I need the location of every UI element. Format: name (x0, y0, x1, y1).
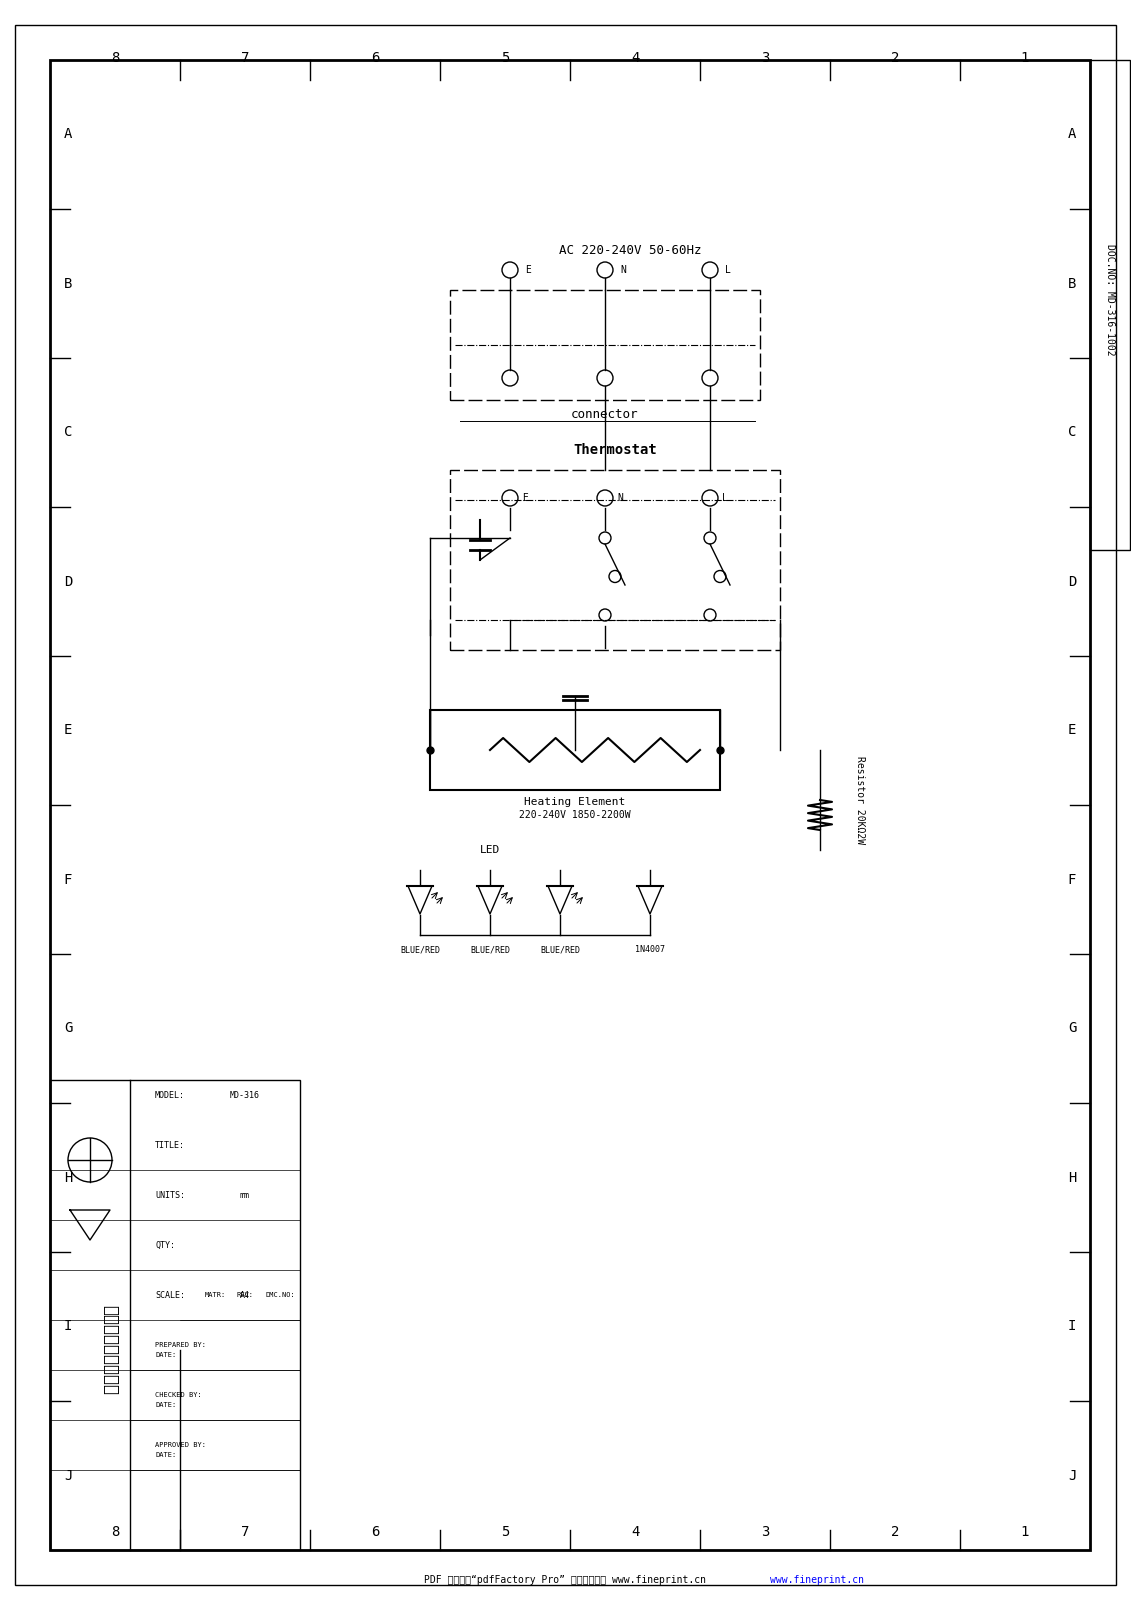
Text: H: H (1068, 1171, 1077, 1184)
Text: N: N (618, 493, 623, 502)
Text: 5: 5 (501, 51, 509, 66)
Text: E: E (525, 266, 530, 275)
Bar (430, 710, 720, 790)
Text: D: D (1068, 574, 1077, 589)
Text: AC 220-240V 50-60Hz: AC 220-240V 50-60Hz (559, 243, 701, 256)
Text: 2: 2 (891, 1525, 899, 1539)
Text: UNITS:: UNITS: (155, 1190, 185, 1200)
Text: E: E (1068, 723, 1077, 738)
Text: 2: 2 (891, 51, 899, 66)
Text: connector: connector (571, 408, 639, 421)
Text: DATE:: DATE: (155, 1402, 176, 1408)
Text: B: B (63, 277, 72, 291)
Text: 1N4007: 1N4007 (634, 946, 665, 955)
Text: SCALE:: SCALE: (155, 1291, 185, 1299)
Text: L: L (722, 493, 728, 502)
Text: H: H (63, 1171, 72, 1184)
Text: 5: 5 (501, 1525, 509, 1539)
Text: 8: 8 (111, 51, 119, 66)
Text: 3: 3 (761, 1525, 769, 1539)
Text: 电烧锅变水壶电路图: 电烧锅变水壶电路图 (101, 1306, 119, 1395)
Bar (450, 470, 780, 650)
Text: PREPARED BY:: PREPARED BY: (155, 1342, 206, 1347)
Text: 6: 6 (371, 51, 379, 66)
Text: E: E (523, 493, 528, 502)
Text: DATE:: DATE: (155, 1352, 176, 1358)
Text: 220-240V 1850-2200W: 220-240V 1850-2200W (519, 810, 631, 819)
Text: J: J (63, 1469, 72, 1483)
Text: L: L (725, 266, 731, 275)
Text: I: I (1068, 1320, 1077, 1333)
Text: APPROVED BY:: APPROVED BY: (155, 1442, 206, 1448)
Text: 7: 7 (241, 1525, 249, 1539)
Text: Thermostat: Thermostat (573, 443, 657, 458)
Text: MATR:: MATR: (205, 1293, 226, 1298)
Text: BLUE/RED: BLUE/RED (539, 946, 580, 955)
Text: F: F (63, 872, 72, 886)
Text: Resistor 20KΩ2W: Resistor 20KΩ2W (855, 755, 865, 845)
Text: 3: 3 (761, 51, 769, 66)
Text: mm: mm (240, 1190, 250, 1200)
Bar (50, 1080, 300, 1550)
Text: G: G (1068, 1021, 1077, 1035)
Text: I: I (63, 1320, 72, 1333)
Text: 1: 1 (1021, 1525, 1029, 1539)
Text: PDF 文件使用“pdfFactory Pro” 试用版本创建 www.fineprint.cn: PDF 文件使用“pdfFactory Pro” 试用版本创建 www.fine… (424, 1574, 706, 1586)
Text: A4: A4 (240, 1291, 250, 1299)
Text: 7: 7 (241, 51, 249, 66)
Text: BLUE/RED: BLUE/RED (470, 946, 510, 955)
Text: BLUE/RED: BLUE/RED (400, 946, 440, 955)
Text: D: D (63, 574, 72, 589)
Text: C: C (1068, 426, 1077, 440)
Text: F: F (1068, 872, 1077, 886)
Text: G: G (63, 1021, 72, 1035)
Bar (1090, 59, 1130, 550)
Text: J: J (1068, 1469, 1077, 1483)
Text: LED: LED (480, 845, 500, 854)
Bar (450, 290, 760, 400)
Text: N: N (620, 266, 625, 275)
Text: www.fineprint.cn: www.fineprint.cn (770, 1574, 864, 1586)
Text: 8: 8 (111, 1525, 119, 1539)
Text: 1: 1 (1021, 51, 1029, 66)
Text: CHECKED BY:: CHECKED BY: (155, 1392, 201, 1398)
Text: A: A (63, 128, 72, 141)
Text: DMC.NO:: DMC.NO: (265, 1293, 295, 1298)
Text: A: A (1068, 128, 1077, 141)
Text: TITLE:: TITLE: (155, 1141, 185, 1149)
Text: 4: 4 (631, 1525, 639, 1539)
Text: 4: 4 (631, 51, 639, 66)
Text: MODEL:: MODEL: (155, 1091, 185, 1099)
Text: C: C (63, 426, 72, 440)
Text: DOC.NO: MD-316-1002: DOC.NO: MD-316-1002 (1105, 245, 1115, 355)
Text: QTY:: QTY: (155, 1240, 175, 1250)
Text: Heating Element: Heating Element (525, 797, 625, 806)
Text: 6: 6 (371, 1525, 379, 1539)
Text: B: B (1068, 277, 1077, 291)
Text: REV:: REV: (236, 1293, 253, 1298)
Text: E: E (63, 723, 72, 738)
Text: DATE:: DATE: (155, 1453, 176, 1458)
Text: MD-316: MD-316 (230, 1091, 260, 1099)
